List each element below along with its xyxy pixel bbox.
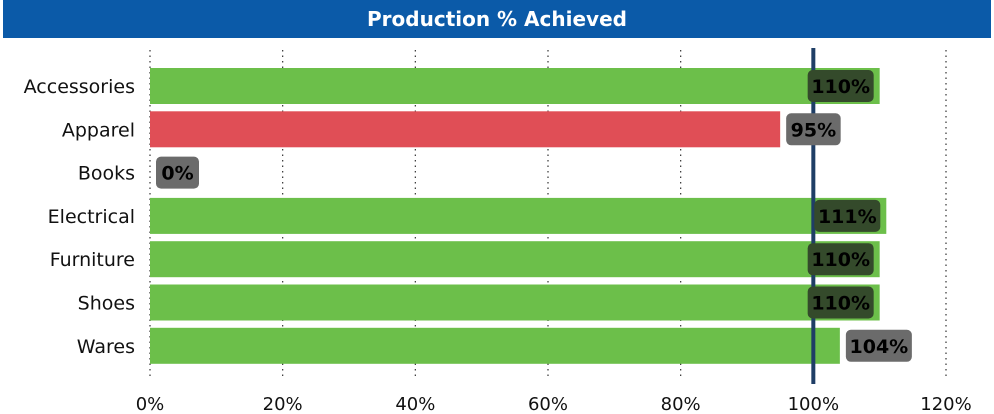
bars bbox=[150, 68, 887, 364]
data-label-bg-shoes bbox=[807, 286, 874, 319]
data-label-wares: 104% bbox=[850, 336, 909, 358]
data-label-accessories: 110% bbox=[811, 76, 870, 98]
x-tick-label-5: 100% bbox=[788, 394, 839, 414]
x-tick-label-2: 40% bbox=[395, 394, 435, 414]
data-labels: 110% 95% 0% 111% 110% 110% 104% bbox=[156, 70, 912, 362]
data-label-bg-accessories bbox=[807, 70, 874, 102]
x-tick-label-6: 120% bbox=[920, 394, 971, 414]
category-label-wares: Wares bbox=[77, 336, 135, 358]
x-tick-label-3: 60% bbox=[528, 394, 568, 414]
data-label-bg-books bbox=[156, 156, 199, 189]
category-label-apparel: Apparel bbox=[62, 119, 135, 141]
data-label-furniture: 110% bbox=[811, 249, 870, 271]
data-label-bg-electrical bbox=[814, 199, 881, 232]
data-label-electrical: 111% bbox=[818, 206, 877, 228]
category-label-furniture: Furniture bbox=[50, 249, 135, 271]
data-label-books: 0% bbox=[161, 163, 193, 185]
bar-apparel bbox=[150, 111, 781, 148]
bar-electrical bbox=[150, 197, 887, 234]
bar-chart: 110% 95% 0% 111% 110% 110% 104% Accessories App… bbox=[24, 48, 972, 414]
bar-shoes bbox=[150, 284, 880, 321]
x-tick-label-0: 0% bbox=[136, 394, 165, 414]
chart-title: Production % Achieved bbox=[3, 0, 991, 38]
bar-accessories bbox=[150, 68, 880, 104]
category-labels: Accessories Apparel Books Electrical Furnitu… bbox=[24, 76, 135, 358]
chart-title-text: Production % Achieved bbox=[367, 7, 627, 31]
data-label-shoes: 110% bbox=[811, 293, 870, 315]
data-label-bg-apparel bbox=[786, 113, 841, 146]
data-label-apparel: 95% bbox=[791, 119, 836, 141]
data-label-bg-wares bbox=[845, 329, 912, 362]
category-label-electrical: Electrical bbox=[48, 206, 135, 228]
bar-furniture bbox=[150, 241, 880, 278]
data-label-bg-furniture bbox=[807, 243, 874, 276]
category-label-books: Books bbox=[78, 163, 135, 185]
category-label-accessories: Accessories bbox=[24, 76, 135, 98]
x-tick-label-4: 80% bbox=[661, 394, 701, 414]
bar-wares bbox=[150, 327, 840, 364]
x-tick-label-1: 20% bbox=[263, 394, 303, 414]
category-label-shoes: Shoes bbox=[78, 293, 135, 315]
x-axis-ticks: 0% 20% 40% 60% 80% 100% 120% bbox=[136, 394, 972, 414]
